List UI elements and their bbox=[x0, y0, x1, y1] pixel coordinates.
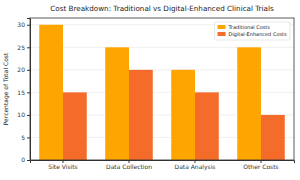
y-tick-label: 25 bbox=[17, 44, 25, 51]
chart: 0 5 10 15 20 25 30 Site Visits Data Collection Da… bbox=[0, 0, 300, 180]
x-tick-label: Other Costs bbox=[243, 163, 278, 170]
y-axis: 0 5 10 15 20 25 30 bbox=[17, 19, 30, 164]
legend-label: Digital-Enhanced Costs bbox=[229, 31, 287, 38]
x-axis: Site Visits Data Collection Data Analysis O… bbox=[31, 160, 295, 171]
x-tick: Other Costs bbox=[243, 160, 278, 170]
x-tick-label: Site Visits bbox=[48, 163, 77, 170]
y-tick-mark bbox=[27, 70, 30, 71]
y-tick-mark bbox=[27, 137, 30, 138]
legend-swatch bbox=[218, 32, 226, 36]
x-tick-label: Data Collection bbox=[106, 163, 152, 170]
x-tick: Data Analysis bbox=[175, 160, 216, 171]
x-tick: Data Collection bbox=[106, 160, 152, 170]
plot-area: 0 5 10 15 20 25 30 Site Visits Data Collection Da… bbox=[17, 18, 294, 171]
title: Cost Breakdown: Traditional vs Digital-E… bbox=[50, 4, 274, 13]
legend-swatch bbox=[218, 25, 226, 29]
y-tick: 0 bbox=[21, 156, 30, 163]
y-tick: 15 bbox=[17, 89, 30, 96]
y-tick-label: 5 bbox=[21, 134, 25, 141]
legend-label: Traditional Costs bbox=[228, 24, 271, 30]
bar bbox=[63, 92, 87, 160]
y-tick-label: 20 bbox=[17, 66, 25, 73]
y-tick-label: 30 bbox=[17, 21, 25, 28]
y-tick-mark bbox=[27, 47, 30, 48]
bar bbox=[129, 70, 153, 160]
bar bbox=[195, 92, 219, 160]
bar bbox=[39, 25, 63, 160]
y-tick-mark bbox=[27, 115, 30, 116]
x-tick-label: Data Analysis bbox=[175, 163, 216, 171]
legend-box bbox=[215, 22, 290, 40]
y-tick: 20 bbox=[17, 66, 30, 73]
y-tick-label: 0 bbox=[21, 156, 25, 163]
legend: Traditional CostsDigital-Enhanced Costs bbox=[215, 22, 290, 40]
bars bbox=[39, 25, 285, 160]
y-tick: 10 bbox=[17, 111, 30, 118]
grid bbox=[30, 25, 294, 160]
x-tick: Site Visits bbox=[48, 160, 77, 170]
legend-item: Traditional Costs bbox=[218, 24, 271, 30]
y-tick-mark bbox=[27, 160, 30, 161]
bar bbox=[237, 47, 261, 160]
bar bbox=[105, 47, 129, 160]
legend-item: Digital-Enhanced Costs bbox=[218, 31, 287, 38]
y-axis-title: Percentage of Total Cost bbox=[2, 52, 10, 125]
y-tick: 25 bbox=[17, 44, 30, 51]
y-tick: 30 bbox=[17, 21, 30, 28]
bar bbox=[171, 70, 195, 160]
y-tick-label: 15 bbox=[17, 89, 25, 96]
y-tick-label: 10 bbox=[17, 111, 25, 118]
plot-frame bbox=[30, 18, 294, 160]
y-tick-mark bbox=[27, 25, 30, 26]
y-tick-mark bbox=[27, 92, 30, 93]
bar bbox=[261, 115, 285, 160]
y-tick: 5 bbox=[21, 134, 30, 141]
